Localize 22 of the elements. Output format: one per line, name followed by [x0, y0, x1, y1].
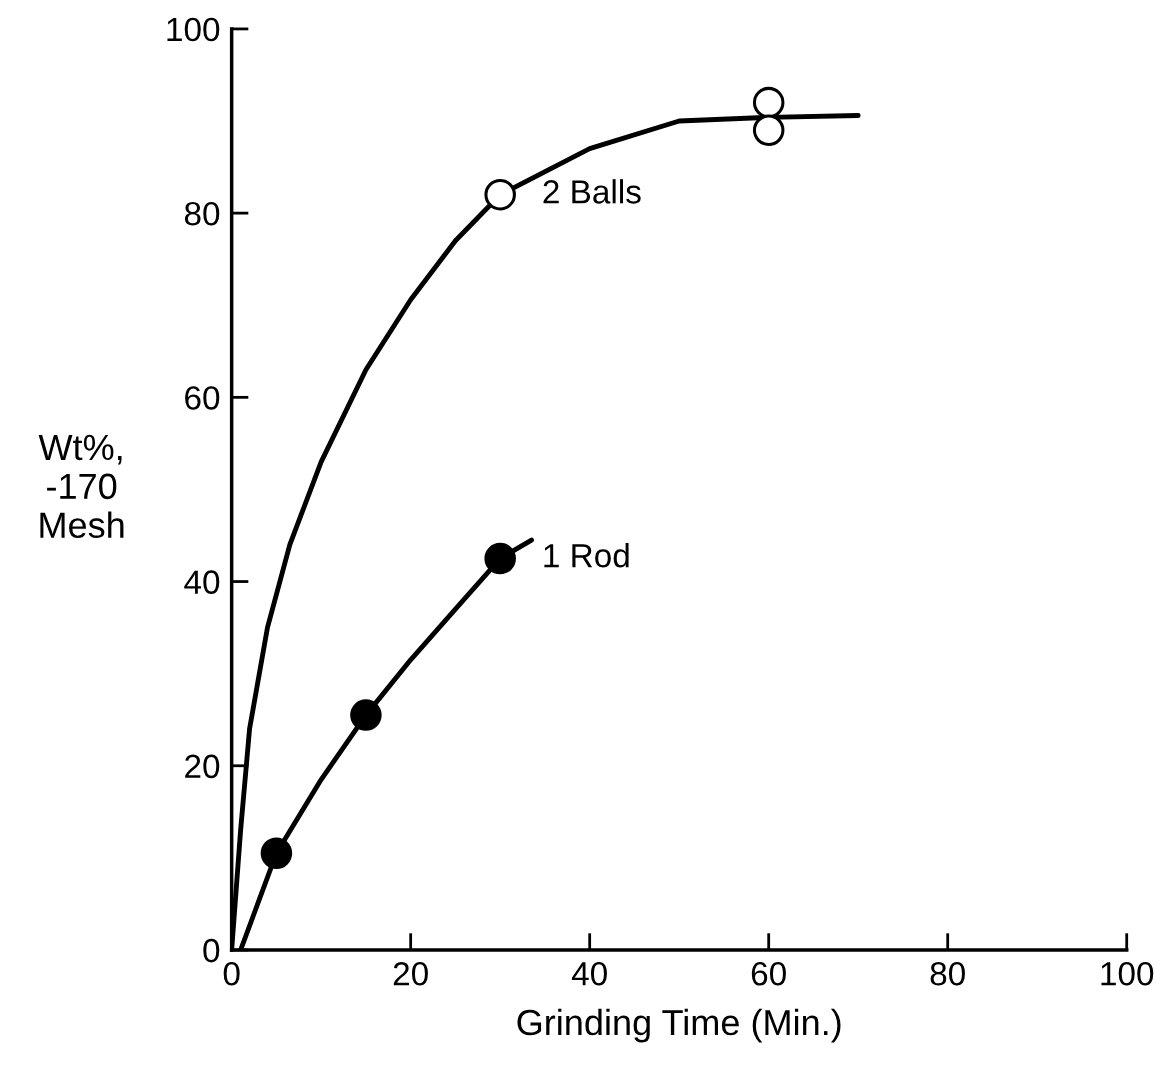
point	[260, 837, 293, 870]
y-tick-label: 100	[167, 17, 220, 42]
point	[752, 114, 785, 146]
x-tick-label: 40	[571, 961, 607, 986]
x-tick-label: 100	[1101, 961, 1154, 986]
x-tick-label: 80	[930, 961, 965, 986]
y-tick-label: 0	[203, 938, 220, 963]
series-label: 2 Balls	[543, 179, 641, 204]
y-axis-title: Wt%, -170 Mesh	[38, 434, 124, 539]
point	[484, 178, 516, 211]
x-tick-label: 20	[393, 961, 428, 986]
x-tick-label: 60	[751, 961, 786, 986]
x-axis-title: Grinding Time (Min.)	[517, 1008, 841, 1043]
y-tick-label: 20	[185, 754, 220, 779]
x-tick-label: 0	[223, 961, 240, 986]
series-label: 1 Rod	[544, 542, 629, 568]
point	[350, 699, 382, 731]
y-tick-label: 40	[184, 570, 220, 594]
y-tick-label: 80	[184, 201, 220, 226]
point	[484, 542, 516, 575]
point	[752, 86, 785, 119]
y-tick-label: 60	[185, 386, 220, 410]
